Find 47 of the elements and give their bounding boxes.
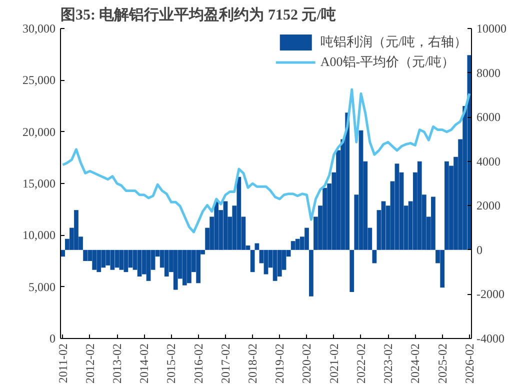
x-tick-label: 2017-02	[218, 343, 232, 384]
x-tick-label: 2022-02	[354, 343, 368, 384]
y-tick-label: 0	[50, 332, 56, 346]
bar	[372, 250, 377, 264]
bar	[350, 250, 354, 292]
y2-tick-label: 10000	[476, 22, 506, 36]
bar	[264, 250, 268, 274]
x-tick-label: 2011-02	[56, 343, 70, 384]
bar	[119, 250, 124, 270]
x-tick-label: 2018-02	[246, 343, 260, 384]
y-tick-label: 20,000	[22, 124, 56, 139]
chart-title: 图35: 电解铝行业平均盈利约为 7152 元/吨	[60, 6, 336, 24]
x-tick-label: 2026-02	[462, 343, 476, 384]
y2-tick-label: 4000	[476, 154, 500, 168]
bar	[60, 250, 65, 257]
bar	[114, 250, 120, 268]
bar	[250, 250, 255, 272]
y-tick-label: 5,000	[28, 280, 56, 294]
y2-tick-label: 6000	[476, 110, 500, 124]
bar	[128, 250, 133, 268]
y-tick-label: 10,000	[22, 228, 56, 242]
y-tick-label: 15,000	[22, 176, 56, 190]
y-tick-label: 25,000	[22, 73, 56, 88]
line-series	[62, 88, 471, 234]
y2-tick-label: 0	[476, 242, 482, 257]
x-tick-label: 2025-02	[435, 343, 450, 384]
x-tick-label: 2015-02	[164, 343, 178, 384]
x-tick-label: 2013-02	[110, 343, 124, 384]
x-tick-label: 2014-02	[137, 343, 152, 384]
x-tick-label: 2012-02	[82, 343, 97, 384]
y2-tick-label: 2000	[476, 198, 500, 213]
x-tick-label: 2020-02	[300, 343, 314, 384]
y2-tick-label: 8000	[476, 66, 500, 80]
bar	[146, 250, 151, 281]
bar	[394, 164, 400, 250]
legend-label: A00铝-平均价（元/吨）	[320, 53, 455, 71]
y-tick-label: 30,000	[22, 22, 56, 36]
x-tick-label: 2021-02	[326, 343, 341, 384]
legend-label: 吨铝利润（元/吨，右轴）	[320, 33, 467, 51]
x-tick-label: 2019-02	[272, 343, 287, 384]
bar	[309, 250, 314, 296]
bar	[254, 243, 260, 250]
x-tick-label: 2016-02	[191, 343, 206, 384]
y2-tick-label: -2000	[476, 287, 504, 302]
x-tick-label: 2024-02	[408, 343, 422, 384]
y2-tick-label: -4000	[476, 332, 504, 346]
x-tick-label: 2023-02	[381, 343, 396, 384]
